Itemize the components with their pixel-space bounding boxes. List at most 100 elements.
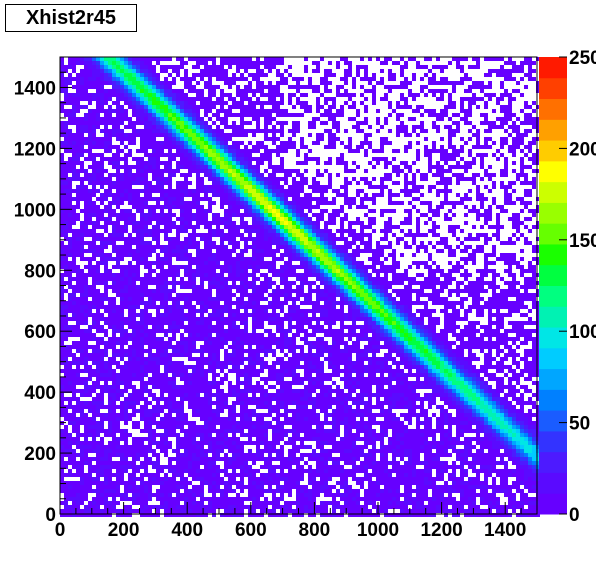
heatmap-cell	[136, 285, 140, 289]
heatmap-cell	[172, 97, 176, 101]
heatmap-cell	[264, 73, 268, 77]
heatmap-cell	[96, 349, 100, 353]
heatmap-cell	[140, 513, 144, 517]
heatmap-cell	[164, 213, 168, 217]
heatmap-cell	[144, 229, 148, 233]
heatmap-cell	[232, 293, 236, 297]
heatmap-cell	[148, 433, 152, 437]
heatmap-cell	[216, 141, 220, 145]
heatmap-cell	[188, 505, 192, 509]
heatmap-cell	[144, 437, 148, 441]
heatmap-cell	[208, 417, 212, 421]
heatmap-cell	[60, 325, 64, 329]
heatmap-cell	[252, 501, 256, 505]
heatmap-cell	[116, 465, 120, 469]
heatmap-cell	[172, 117, 176, 121]
heatmap-cell	[264, 421, 268, 425]
heatmap-cell	[152, 305, 156, 309]
heatmap-cell	[96, 197, 100, 201]
heatmap-cell	[116, 309, 120, 313]
heatmap-cell	[128, 357, 132, 361]
heatmap-cell	[164, 485, 168, 489]
heatmap-cell	[156, 493, 160, 497]
heatmap-cell	[160, 245, 164, 249]
heatmap-cell	[256, 389, 260, 393]
heatmap-cell	[72, 209, 76, 213]
heatmap-cell	[88, 485, 92, 489]
heatmap-cell	[88, 257, 92, 261]
heatmap-cell	[156, 245, 160, 249]
heatmap-cell	[80, 57, 84, 61]
heatmap-cell	[220, 201, 224, 205]
heatmap-cell	[248, 101, 252, 105]
heatmap-cell	[196, 157, 200, 161]
heatmap-cell	[212, 401, 216, 405]
heatmap-cell	[164, 101, 168, 105]
heatmap-cell	[180, 221, 184, 225]
heatmap-cell	[188, 169, 192, 173]
heatmap-cell	[260, 245, 264, 249]
heatmap-cell	[232, 445, 236, 449]
heatmap-cell	[96, 457, 100, 461]
heatmap-cell	[224, 233, 228, 237]
heatmap-cell	[208, 285, 212, 289]
heatmap-cell	[176, 297, 180, 301]
heatmap-cell	[72, 265, 76, 269]
heatmap-cell	[80, 349, 84, 353]
heatmap-cell	[252, 341, 256, 345]
heatmap-cell	[200, 345, 204, 349]
heatmap-cell	[256, 501, 260, 505]
heatmap-cell	[148, 121, 152, 125]
heatmap-cell	[80, 317, 84, 321]
heatmap-cell	[248, 193, 252, 197]
heatmap-cell	[144, 389, 148, 393]
heatmap-cell	[160, 221, 164, 225]
heatmap-cell	[212, 505, 216, 509]
heatmap-cell	[144, 85, 148, 89]
heatmap-cell	[128, 73, 132, 77]
heatmap-cell	[108, 193, 112, 197]
heatmap-cell	[236, 69, 240, 73]
heatmap-cell	[216, 261, 220, 265]
heatmap-cell	[88, 141, 92, 145]
heatmap-cell	[108, 129, 112, 133]
heatmap-cell	[84, 225, 88, 229]
heatmap-cell	[200, 153, 204, 157]
heatmap-cell	[224, 249, 228, 253]
heatmap-cell	[88, 481, 92, 485]
heatmap-cell	[68, 277, 72, 281]
heatmap-cell	[212, 137, 216, 141]
heatmap-cell	[60, 305, 64, 309]
heatmap-cell	[220, 489, 224, 493]
heatmap-cell	[100, 77, 104, 81]
heatmap-cell	[140, 285, 144, 289]
heatmap-cell	[232, 221, 236, 225]
heatmap-cell	[188, 381, 192, 385]
heatmap-cell	[60, 73, 64, 77]
heatmap-cell	[72, 341, 76, 345]
heatmap-cell	[80, 485, 84, 489]
heatmap-cell	[196, 301, 200, 305]
heatmap-cell	[240, 433, 244, 437]
heatmap-cell	[120, 333, 124, 337]
heatmap-cell	[96, 109, 100, 113]
heatmap-cell	[100, 117, 104, 121]
heatmap-cell	[200, 157, 204, 161]
heatmap-cell	[180, 397, 184, 401]
heatmap-cell	[104, 469, 108, 473]
heatmap-cell	[108, 253, 112, 257]
heatmap-cell	[212, 305, 216, 309]
heatmap-cell	[264, 57, 268, 61]
heatmap-cell	[148, 93, 152, 97]
heatmap-cell	[192, 389, 196, 393]
heatmap-cell	[176, 165, 180, 169]
heatmap-cell	[160, 133, 164, 137]
heatmap-cell	[192, 449, 196, 453]
heatmap-cell	[256, 373, 260, 377]
heatmap-cell	[148, 417, 152, 421]
heatmap-cell	[216, 173, 220, 177]
heatmap-cell	[60, 165, 64, 169]
heatmap-cell	[200, 313, 204, 317]
heatmap-cell	[144, 457, 148, 461]
heatmap-cell	[136, 189, 140, 193]
